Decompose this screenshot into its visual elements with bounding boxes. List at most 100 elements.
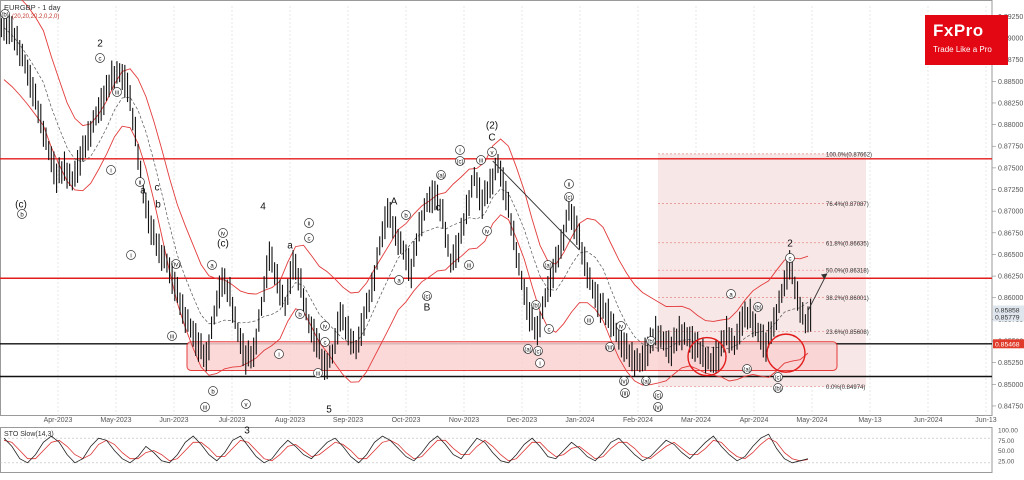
wave-label-text: (v) (621, 380, 628, 386)
stochastic-tick-label: 75.00 (998, 438, 1015, 445)
highlight-circle (766, 333, 806, 373)
wave-label-circle (785, 253, 795, 263)
wave-label-circle (17, 209, 27, 219)
wave-label: (ii) (620, 388, 630, 398)
wave-label-text: (c) (15, 200, 27, 211)
wave-label: (a) (641, 376, 651, 386)
wave-label-text: B (424, 303, 431, 314)
price-tick-label: 0.86750 (998, 230, 1023, 237)
wave-label-text: iii (479, 159, 483, 165)
wave-label: iv (218, 228, 228, 238)
wave-label-circle (422, 291, 432, 301)
wave-label-circle (135, 177, 145, 187)
wave-label-circle (535, 358, 545, 368)
wave-label-circle (207, 260, 217, 270)
date-tick-label: Nov-2023 (449, 417, 479, 424)
wave-label-text: c (155, 183, 160, 194)
wave-label: b (155, 200, 161, 211)
wave-label-text: iii (170, 335, 174, 341)
date-tick-label: May-13 (858, 417, 881, 424)
wave-label-text: A (391, 197, 398, 208)
wave-label: a (726, 289, 736, 299)
price-tick-label: 0.88500 (998, 79, 1023, 86)
wave-label: (iii) (605, 342, 615, 352)
wave-label-text: (c) (424, 295, 431, 301)
wave-label-text: c (789, 257, 792, 263)
date-tick-label: Dec-2023 (507, 417, 537, 424)
wave-label-text: (v) (655, 406, 662, 412)
price-tick-label: 0.87750 (998, 144, 1023, 151)
indicator-header: (20,20,20.2,0,2,0) (12, 14, 59, 20)
wave-label: a (394, 275, 404, 285)
wave-label-text: 2 (787, 239, 793, 250)
wave-label: iv (482, 226, 492, 236)
wave-label: iv (320, 321, 330, 331)
price-tick-label: 0.87250 (998, 187, 1023, 194)
wave-label-text: (a) (642, 380, 649, 386)
wave-label-circle (313, 368, 323, 378)
wave-label: 4 (260, 202, 266, 213)
wave-label: (c) (15, 200, 27, 211)
price-tick-label: 0.86500 (998, 252, 1023, 259)
wave-label: C (488, 133, 495, 144)
wave-label-circle (616, 321, 626, 331)
wave-label-text: b (298, 313, 302, 319)
date-tick-label: Jun-2023 (159, 417, 188, 424)
wave-label-circle (304, 218, 314, 228)
date-tick-label: Jun-2024 (913, 417, 942, 424)
wave-label-text: (c) (775, 376, 782, 382)
price-tick-label: 0.88750 (998, 57, 1023, 64)
wave-label-text: (b) (532, 304, 539, 310)
wave-label-circle (436, 170, 446, 180)
wave-label: (a) (436, 170, 446, 180)
wave-label-text: (c) (566, 196, 573, 202)
wave-label: ii (304, 218, 314, 228)
wave-label-circle (482, 226, 492, 236)
wave-label-text: 3 (244, 426, 250, 437)
wave-label: ii (564, 179, 574, 189)
wave-label-text: v (245, 403, 248, 409)
wave-label: i (535, 358, 545, 368)
wave-label-circle (584, 315, 594, 325)
wave-label-text: i (110, 169, 111, 175)
wave-label-text: ii (568, 183, 571, 189)
wave-label-circle (208, 386, 218, 396)
wave-label-circle (742, 364, 752, 374)
wave-label-circle (295, 309, 305, 319)
wave-label-text: i (130, 254, 131, 260)
trend-line (492, 160, 580, 251)
wave-label: (c) (653, 390, 663, 400)
wave-label-text: b (155, 200, 161, 211)
wave-label: (iv) (171, 259, 181, 269)
wave-label-circle (320, 337, 330, 347)
wave-label: c (95, 53, 105, 63)
wave-label-circle (167, 331, 177, 341)
wave-label: iii (584, 315, 594, 325)
wave-label: a (207, 260, 217, 270)
wave-label-text: iv (323, 325, 327, 331)
wave-label-text: 4 (260, 202, 266, 213)
stochastic-tick-label: 100.00 (998, 428, 1018, 435)
price-tick-label: 0.85000 (998, 382, 1023, 389)
wave-label-text: iii (203, 406, 207, 412)
wave-label-circle (605, 342, 615, 352)
wave-label-circle (773, 383, 783, 393)
wave-label-text: (2) (486, 121, 498, 132)
wave-label: 5 (326, 405, 332, 416)
fibonacci-level-label: 76.4%(0.87087) (826, 202, 869, 208)
fxpro-logo: FxPro Trade Like a Pro (925, 15, 1008, 65)
wave-label: c (436, 203, 441, 214)
wave-label-text: (b) (754, 306, 761, 312)
wave-label-circle (653, 390, 663, 400)
wave-label-circle (620, 388, 630, 398)
wave-label-text: a (210, 264, 214, 270)
wave-label-circle (773, 372, 783, 382)
wave-label: c (320, 337, 330, 347)
date-tick-label: May-2023 (100, 417, 131, 424)
forecast-arrow-line (807, 273, 828, 311)
wave-label: i (126, 250, 136, 260)
wave-label-text: iii (316, 372, 320, 378)
wave-label-text: (iv) (172, 263, 180, 269)
wave-label: iii (464, 260, 474, 270)
